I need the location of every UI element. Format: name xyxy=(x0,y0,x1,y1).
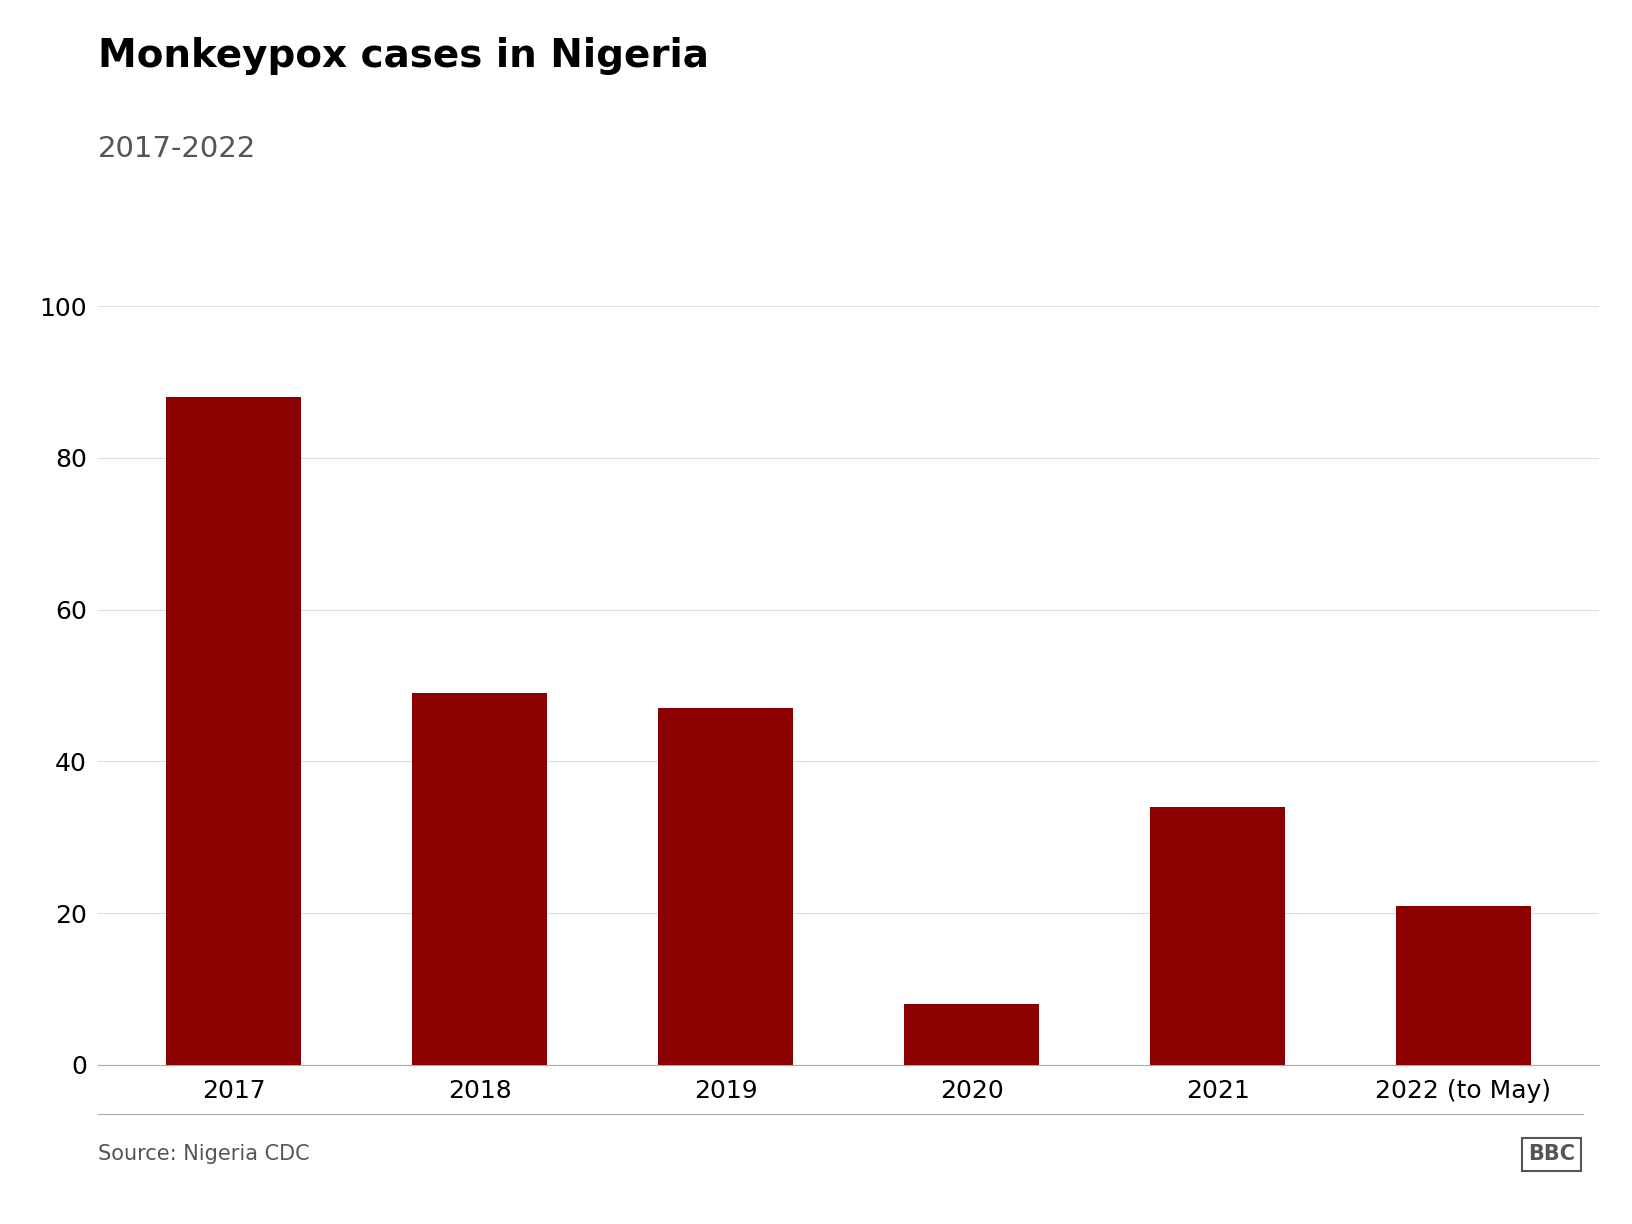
Text: Source: Nigeria CDC: Source: Nigeria CDC xyxy=(98,1144,310,1164)
Bar xyxy=(1151,807,1284,1065)
Bar xyxy=(166,397,302,1065)
Text: BBC: BBC xyxy=(1528,1144,1575,1164)
Bar xyxy=(1395,906,1531,1065)
Bar xyxy=(413,693,547,1065)
Bar xyxy=(658,709,793,1065)
Text: Monkeypox cases in Nigeria: Monkeypox cases in Nigeria xyxy=(98,37,708,75)
Text: 2017-2022: 2017-2022 xyxy=(98,135,256,163)
Bar xyxy=(904,1004,1040,1065)
